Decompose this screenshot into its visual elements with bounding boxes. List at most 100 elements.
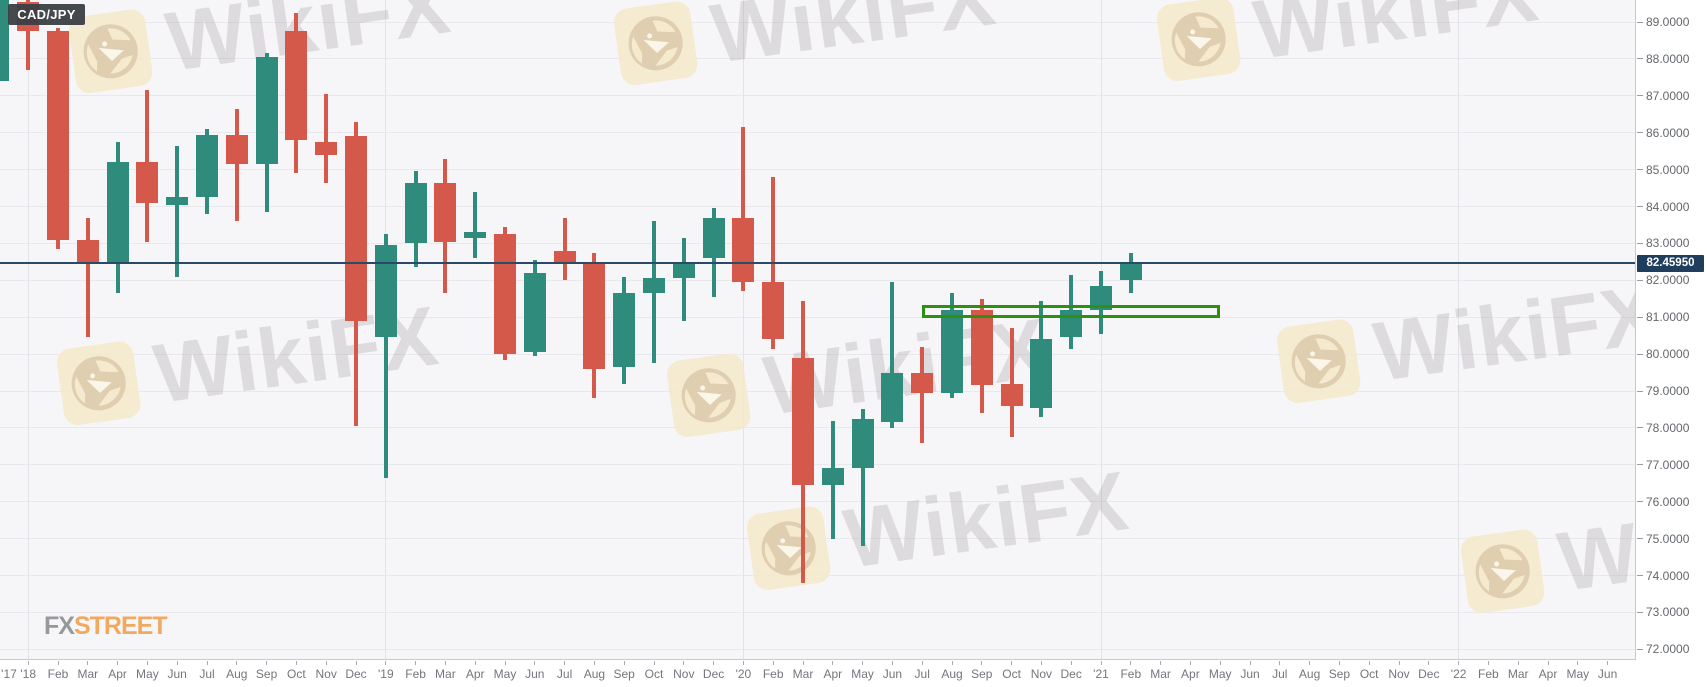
candle-upper-wick: [1039, 300, 1044, 340]
time-axis-label: '18: [20, 667, 37, 681]
candle-oct20: [1000, 328, 1023, 438]
wikifx-logo-icon: [613, 1, 698, 85]
candle-lower-wick: [145, 202, 150, 242]
wikifx-watermark-text: WikiFX: [1368, 266, 1636, 399]
wikifx-watermark-text: WikiFX: [705, 0, 1002, 81]
time-axis-tick: [356, 661, 357, 665]
candle-upper-wick: [771, 176, 776, 283]
candle-oct19: [643, 221, 665, 364]
time-axis-label: May: [1208, 667, 1232, 681]
time-axis-label: '21: [1093, 667, 1109, 681]
candle-lower-wick: [56, 239, 60, 249]
gridline-horizontal: [0, 649, 1635, 650]
candle-apr20: [821, 420, 844, 539]
time-axis-label: Apr: [108, 667, 127, 681]
candle-upper-wick: [681, 237, 686, 264]
time-axis-label: May: [1566, 667, 1590, 681]
time-axis-label: Nov: [1388, 667, 1410, 681]
candle-upper-wick: [1128, 252, 1133, 262]
time-axis-label: Feb: [405, 667, 426, 681]
candle-nov19: [672, 237, 695, 321]
price-axis-label: 74.0000: [1646, 568, 1690, 583]
candle-upper-wick: [413, 171, 418, 183]
gridline-horizontal: [0, 206, 1635, 207]
candle-jun20: [881, 282, 904, 428]
time-axis-label: Feb: [1478, 667, 1499, 681]
gridline-horizontal: [0, 317, 1635, 318]
time-axis-tick: [58, 661, 59, 665]
wikifx-logo-icon: [1156, 0, 1241, 81]
candle-upper-wick: [234, 108, 239, 135]
time-axis-label: Oct: [1359, 667, 1379, 681]
candle-oct18: [285, 12, 308, 174]
candle-upper-wick: [830, 420, 835, 469]
candle-upper-wick: [1009, 328, 1014, 384]
gridline-horizontal: [0, 243, 1635, 244]
gridline-horizontal: [0, 22, 1635, 23]
time-axis-tick: [445, 661, 446, 665]
candle-nov20: [1030, 300, 1053, 417]
candle-feb19: [404, 171, 427, 268]
time-axis-tick: [832, 661, 833, 665]
candle-lower-wick: [950, 392, 954, 399]
time-axis-label: Apr: [1181, 667, 1200, 681]
candle-lower-wick: [711, 258, 716, 297]
time-axis-label: Feb: [762, 667, 784, 681]
candle-mar19: [434, 158, 457, 294]
time-axis-tick: [326, 661, 327, 665]
time-axis-tick: [87, 661, 88, 665]
price-axis-tick: [1637, 501, 1643, 502]
candle-upper-wick: [652, 221, 656, 279]
time-axis-label: Nov: [673, 667, 695, 681]
time-axis-tick: [296, 661, 297, 665]
time-axis-tick: [1488, 661, 1489, 665]
gridline-horizontal: [0, 612, 1635, 613]
candle-lower-wick: [503, 354, 507, 360]
candle-lower-wick: [652, 293, 656, 364]
gridline-horizontal: [0, 95, 1635, 96]
time-axis-tick: [654, 661, 655, 665]
candle-upper-wick: [175, 145, 180, 198]
candle-sep18: [255, 53, 278, 213]
price-axis: 82.45950 89.0000 88.0000 87.0000 86.0000 85.…: [1637, 0, 1707, 687]
candle-lower-wick: [354, 320, 358, 427]
price-axis-label: 88.0000: [1646, 51, 1690, 66]
price-axis-tick: [1637, 317, 1643, 318]
candle-lower-wick: [741, 282, 746, 292]
time-axis-tick: [1518, 661, 1519, 665]
time-axis-tick: [1071, 661, 1072, 665]
price-axis-label: 79.0000: [1646, 384, 1690, 398]
price-axis-tick: [1637, 243, 1643, 244]
candle-lower-wick: [383, 337, 388, 478]
time-axis-tick: [594, 661, 595, 665]
resistance-zone-rectangle: [922, 305, 1221, 318]
time-axis-label: '20: [735, 667, 752, 681]
candle-lower-wick: [1099, 309, 1103, 334]
wikifx-watermark-text: WikiFX: [160, 0, 457, 89]
time-axis-label: Feb: [1120, 667, 1142, 681]
chart-plot-area[interactable]: WikiFX WikiFX WikiFX WikiFX WikiFX WikiFX Wiki…: [0, 0, 1636, 660]
candle-mar18: [76, 217, 99, 338]
candle-nov18: [315, 93, 338, 183]
time-axis-tick: [147, 661, 148, 665]
time-axis-tick: [475, 661, 476, 665]
candle-upper-wick: [85, 217, 90, 240]
time-axis-label: Jul: [914, 667, 930, 681]
wikifx-watermark: WikiFX: [608, 0, 1001, 97]
time-axis-label: '17: [1, 667, 17, 681]
time-axis-tick: [534, 661, 535, 665]
time-axis-label: Dec: [702, 667, 725, 681]
time-axis-label: Aug: [583, 667, 606, 681]
price-axis-label: 89.0000: [1646, 15, 1690, 29]
time-axis-tick: [1190, 661, 1191, 665]
wikifx-logo-icon: [1460, 529, 1545, 613]
candle-lower-wick: [920, 392, 925, 443]
candle-upper-wick: [950, 293, 954, 310]
wikifx-watermark-text: WikiFX: [1248, 0, 1545, 77]
time-axis-label: Jun: [1240, 667, 1260, 681]
candle-lower-wick: [294, 140, 299, 174]
candle-aug20: [941, 293, 963, 399]
time-axis-tick: [981, 661, 982, 665]
candle-20: [732, 127, 755, 292]
candle-lower-wick: [622, 367, 627, 384]
